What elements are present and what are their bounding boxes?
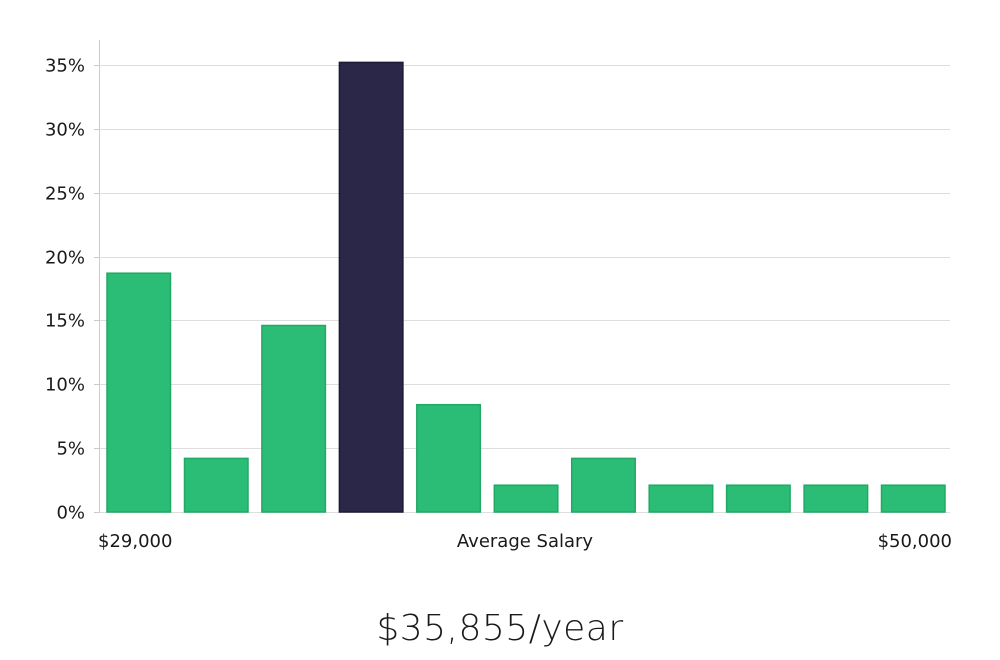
bar [493, 484, 559, 513]
bar [648, 484, 714, 513]
y-tick-label: 25% [45, 184, 85, 205]
x-min-label: $29,000 [98, 531, 172, 552]
y-tick-label: 15% [45, 311, 85, 332]
x-max-label: $50,000 [878, 531, 952, 552]
y-tick-label: 20% [45, 248, 85, 269]
salary-histogram: 0% 5% 10% 15% 20% 25% 30% 35% $29,000 Average S… [45, 40, 952, 552]
bar [880, 484, 946, 513]
y-tick-label: 5% [56, 439, 85, 460]
bar [261, 324, 327, 513]
bar [416, 403, 482, 513]
bar [803, 484, 869, 513]
y-tick-label: 30% [45, 120, 85, 141]
bar [106, 272, 172, 513]
bar [183, 457, 249, 513]
average-salary-value: $35,855/year [376, 608, 624, 649]
bar-highlighted [338, 61, 404, 513]
bar [725, 484, 791, 513]
y-tick-label: 0% [56, 503, 85, 524]
y-tick-label: 10% [45, 375, 85, 396]
bar [570, 457, 636, 513]
y-tick-label: 35% [45, 56, 85, 77]
x-center-label: Average Salary [457, 531, 594, 552]
